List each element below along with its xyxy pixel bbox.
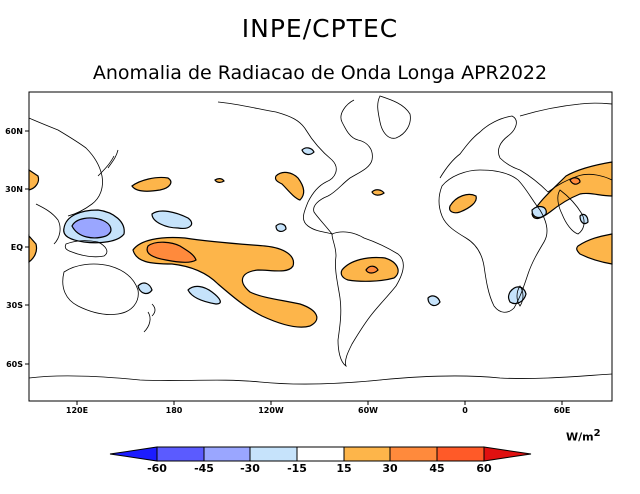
anomaly-strong-dateline (146, 241, 197, 263)
coastline-asia (28, 102, 613, 217)
coastlines (28, 95, 613, 385)
colorbar-label-1: -60 (147, 462, 167, 475)
anomaly-negative-hawaii (275, 223, 287, 232)
coastline-africa (438, 169, 548, 313)
coastline-australia (62, 263, 139, 315)
anomaly-positive-north-pacific (131, 176, 172, 192)
colorbar (109, 446, 532, 462)
lon-tick-60w: 60W (358, 406, 378, 415)
anomaly-negative-south-pacific (187, 285, 221, 305)
coastline-india (557, 189, 585, 235)
colorbar-label-2: -45 (194, 462, 214, 475)
coastline-antarctica (28, 373, 613, 385)
anomaly-negative-hudson (301, 147, 315, 156)
lon-axis (76, 401, 563, 405)
anomaly-negative-east-africa (531, 205, 547, 219)
colorbar-label-5: 15 (336, 462, 351, 475)
coastline-japan (97, 149, 119, 177)
colorbar-swatch-6 (389, 446, 438, 462)
coastline-south-america (331, 231, 404, 367)
lat-tick-60n: 60N (5, 127, 23, 136)
anomaly-negative-south-atlantic (427, 295, 441, 307)
lat-tick-30n: 30N (5, 185, 23, 194)
anomaly-fields (28, 147, 613, 328)
colorbar-swatch-4 (296, 446, 345, 462)
lon-tick-180: 180 (166, 406, 183, 415)
colorbar-units-power: 2 (593, 428, 601, 439)
anomaly-positive-mexico (274, 171, 305, 201)
anomaly-negative-coral-sea (137, 282, 153, 295)
anomaly-moderate-maritime-continent (71, 217, 112, 239)
lat-tick-30s: 30S (6, 301, 23, 310)
anomaly-positive-west-africa (449, 193, 477, 214)
map-frame (28, 91, 613, 402)
colorbar-units-text: W/m (566, 430, 594, 444)
lat-tick-eq: EQ (11, 243, 23, 252)
map-title: Anomalia de Radiacao de Onda Longa APR20… (92, 62, 548, 84)
coastline-north-america (217, 99, 373, 235)
coastline-southeast-asia (35, 203, 108, 258)
anomaly-positive-small-npac (214, 178, 225, 183)
coastline-madagascar (516, 285, 524, 307)
anomaly-positive-west-edge-2 (28, 234, 38, 264)
lon-tick-120e: 120E (66, 406, 88, 415)
lon-tick-0: 0 (462, 406, 468, 415)
lat-tick-60s: 60S (6, 360, 23, 369)
colorbar-label-7: 45 (429, 462, 444, 475)
lon-tick-60e: 60E (554, 406, 571, 415)
anomaly-positive-west-edge-1 (28, 168, 40, 191)
colorbar-label-3: -30 (240, 462, 260, 475)
colorbar-swatch-2 (203, 446, 251, 462)
colorbar-units: W/m2 (566, 428, 601, 444)
colorbar-swatch-0 (109, 446, 158, 462)
colorbar-label-4: -15 (287, 462, 307, 475)
colorbar-swatch-1 (156, 446, 205, 462)
anomaly-strong-arabia (569, 177, 581, 185)
anomaly-strong-amazon (365, 265, 379, 274)
lat-axis (25, 130, 29, 365)
anomaly-negative-central-pacific (151, 210, 193, 229)
anomaly-positive-arabia (531, 161, 613, 220)
colorbar-swatch-7 (436, 446, 485, 462)
anomaly-positive-indian-ocean (576, 233, 613, 265)
coastline-europe (439, 115, 521, 179)
coastline-new-zealand (143, 303, 156, 333)
coastline-greenland (377, 95, 411, 139)
anomaly-positive-atlantic (371, 189, 385, 196)
colorbar-swatch-5 (343, 446, 391, 462)
lon-tick-120w: 120W (258, 406, 284, 415)
header-title: INPE/CPTEC (241, 14, 399, 43)
colorbar-label-8: 60 (476, 462, 492, 475)
colorbar-label-6: 30 (382, 462, 398, 475)
colorbar-swatch-8 (483, 446, 532, 462)
colorbar-swatch-3 (249, 446, 298, 462)
